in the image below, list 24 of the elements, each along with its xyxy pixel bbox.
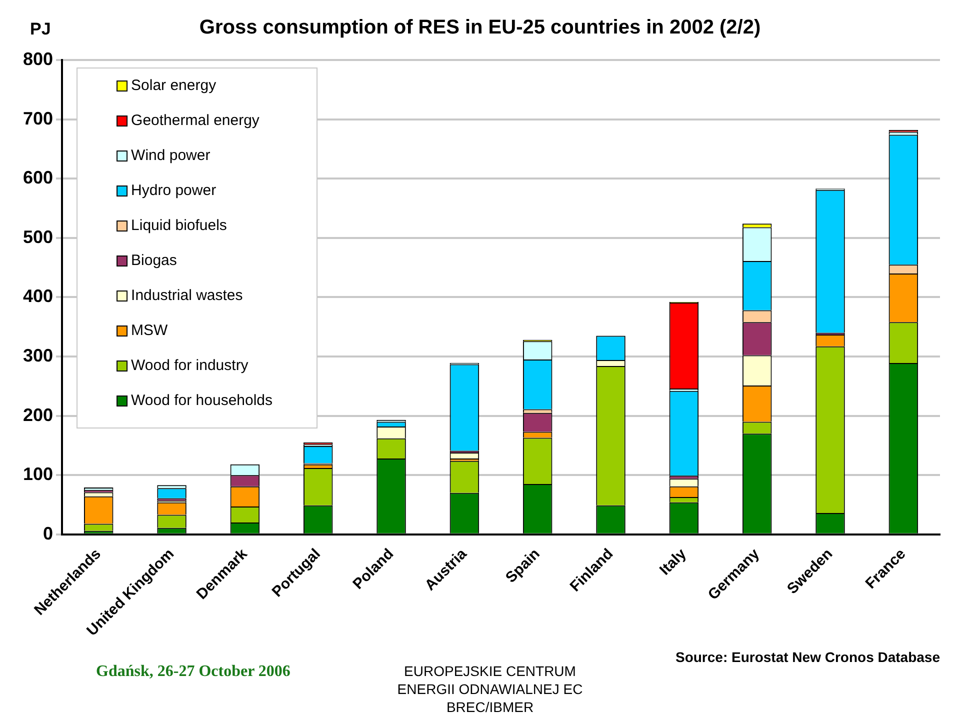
legend-label: Hydro power [131,182,216,200]
y-tick-label: 100 [22,464,54,484]
y-tick-label: 500 [22,226,54,247]
y-tick-label: 800 [22,48,54,69]
y-tick-label: 700 [22,108,54,128]
legend-label: Biogas [131,252,177,270]
text: Gdańsk, 26-27 October 2006 [96,663,290,680]
y-axis-title: PJ [30,20,51,39]
chart-title: Gross consumption of RES in EU-25 countries in 2002 (2/2) [199,16,761,39]
y-tick-label: 300 [22,345,54,366]
legend-label: Geothermal energy [131,112,260,130]
legend-label: Liquid biofuels [131,217,227,234]
y-tick-label: 0 [43,523,54,544]
legend-label: Wind power [131,147,210,164]
legend-label: Solar energy [131,77,217,94]
legend-label: Wood for households [131,392,273,410]
legend-label: Wood for industry [131,357,249,374]
y-tick-label: 200 [22,404,54,425]
source-note: Source: Eurostat New Cronos Database [675,648,940,665]
legend-label: MSW [131,322,169,340]
y-tick-label: 600 [22,168,54,188]
legend-label: Industrial wastes [131,287,243,304]
text: EUROPEJSKIE CENTRUM ENERGII ODNAWIALNEJ EC BREC/IBMER [397,662,583,715]
y-tick-label: 400 [22,286,54,306]
